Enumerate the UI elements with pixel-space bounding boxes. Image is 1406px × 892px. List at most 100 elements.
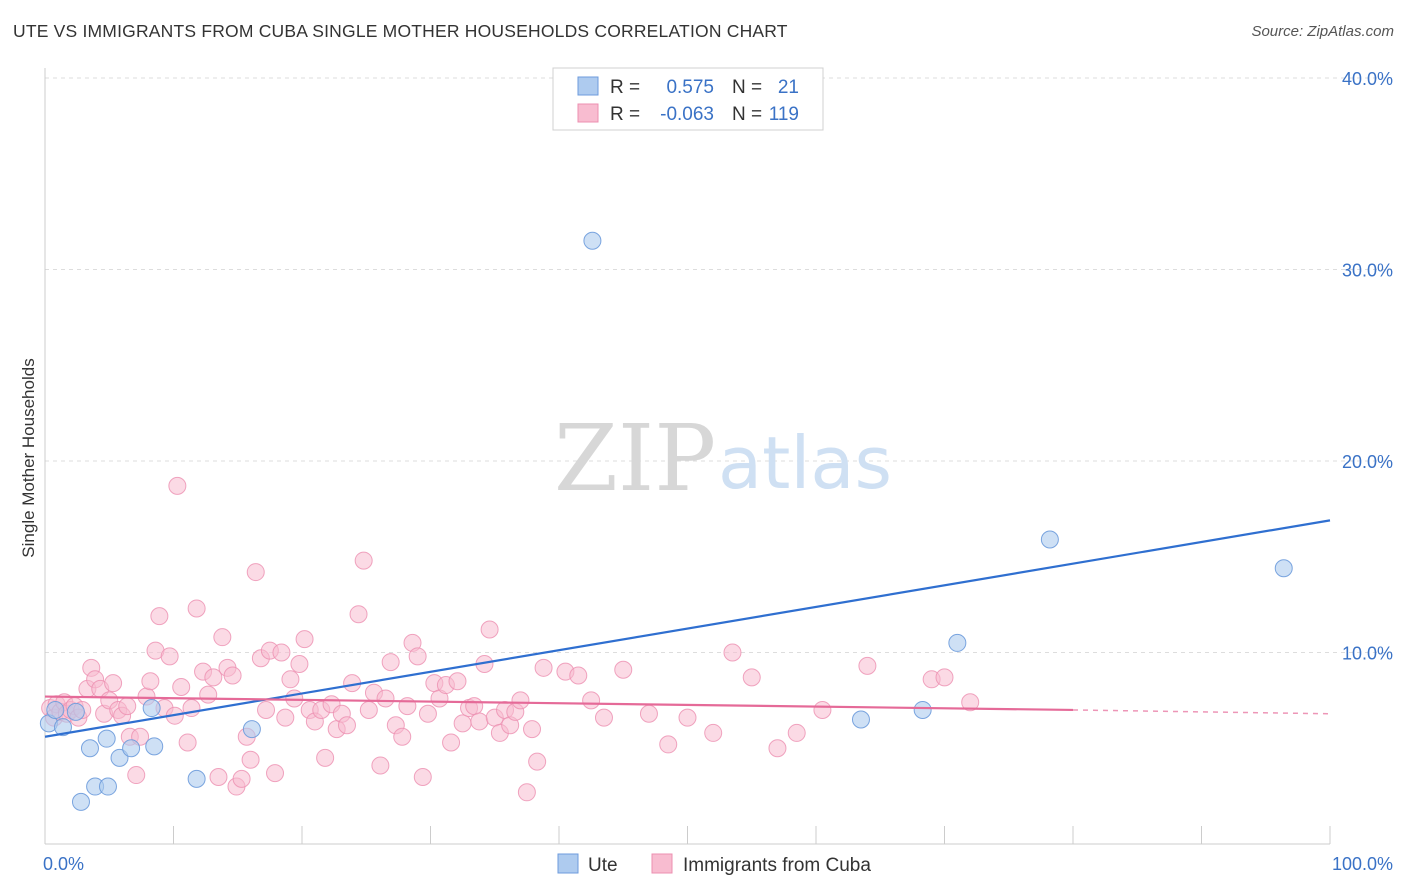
cuba-point: [354, 551, 373, 570]
ute-point: [98, 777, 117, 796]
cuba-point: [257, 700, 276, 719]
ute-point: [187, 769, 206, 788]
cuba-point: [266, 764, 285, 783]
cuba-point: [534, 658, 553, 677]
cuba-point: [204, 668, 223, 687]
cuba-point: [408, 647, 427, 666]
ute-point: [71, 792, 90, 811]
cuba-point: [246, 563, 265, 582]
axes: 10.0% 20.0% 30.0% 40.0% 0.0% 100.0%: [43, 68, 1393, 874]
cuba-point: [150, 607, 169, 626]
y-axis-label: Single Mother Households: [19, 358, 38, 557]
cuba-point: [523, 720, 542, 739]
ute-point: [110, 748, 129, 767]
cuba-point: [359, 700, 378, 719]
cuba-n-value: 119: [769, 104, 799, 125]
cuba-point: [723, 643, 742, 662]
watermark-atlas: atlas: [718, 421, 892, 505]
legend-ute-swatch: [557, 853, 579, 874]
ute-point: [80, 739, 99, 758]
cuba-point: [418, 704, 437, 723]
ute-trend-line: [44, 519, 1331, 738]
cuba-point: [241, 750, 260, 769]
cuba-point: [858, 656, 877, 675]
watermark-zip: ZIP: [554, 405, 716, 512]
ute-n-value: 21: [778, 77, 799, 98]
x-tick-label: 0.0%: [43, 854, 84, 874]
cuba-point: [639, 704, 658, 723]
cuba-r-value: -0.063: [660, 104, 714, 125]
cuba-point: [371, 756, 390, 775]
ute-point: [583, 231, 602, 250]
cuba-point: [517, 783, 536, 802]
x-tick-label: 100.0%: [1332, 854, 1393, 874]
stats-box: R = 0.575 N = 21 R = -0.063 N = 119: [552, 67, 824, 131]
cuba-point: [285, 689, 304, 708]
cuba-series: [41, 476, 980, 802]
cuba-point: [480, 620, 499, 639]
ute-n-label: N =: [732, 77, 762, 98]
cuba-point: [470, 712, 489, 731]
cuba-point: [232, 769, 251, 788]
cuba-point: [316, 748, 335, 767]
ute-series: [39, 231, 1293, 811]
cuba-point: [295, 630, 314, 649]
cuba-point: [290, 654, 309, 673]
legend: Ute Immigrants from Cuba: [557, 853, 871, 876]
y-tick-label: 20.0%: [1342, 452, 1393, 472]
ute-point: [46, 700, 65, 719]
cuba-point: [168, 476, 187, 495]
cuba-point: [199, 685, 218, 704]
legend-cuba-swatch: [651, 853, 673, 874]
cuba-point: [813, 700, 832, 719]
cuba-point: [376, 689, 395, 708]
cuba-point: [448, 672, 467, 691]
cuba-point: [393, 727, 412, 746]
legend-ute-label: Ute: [588, 855, 618, 876]
cuba-point: [276, 708, 295, 727]
y-tick-label: 40.0%: [1342, 69, 1393, 89]
cuba-point: [442, 733, 461, 752]
cuba-n-label: N =: [732, 104, 762, 125]
cuba-point: [187, 599, 206, 618]
cuba-point: [935, 668, 954, 687]
cuba-point: [768, 739, 787, 758]
ute-r-value: 0.575: [666, 77, 714, 98]
cuba-point: [569, 666, 588, 685]
cuba-point: [787, 723, 806, 742]
y-tick-label: 30.0%: [1342, 261, 1393, 281]
cuba-point: [141, 672, 160, 691]
grid-lines: [45, 77, 1392, 653]
ute-point: [1040, 530, 1059, 549]
cuba-point: [742, 668, 761, 687]
cuba-point: [337, 716, 356, 735]
trend-lines: [44, 519, 1331, 738]
cuba-point: [659, 735, 678, 754]
ute-r-label: R =: [610, 77, 640, 98]
ute-point: [242, 720, 261, 739]
cuba-point: [178, 733, 197, 752]
ute-point: [145, 737, 164, 756]
cuba-point: [614, 660, 633, 679]
cuba-point: [349, 605, 368, 624]
cuba-point: [272, 643, 291, 662]
legend-cuba-label: Immigrants from Cuba: [683, 855, 871, 876]
cuba-stat-swatch: [577, 103, 599, 123]
ute-stat-swatch: [577, 76, 599, 96]
cuba-point: [209, 767, 228, 786]
chart-title: UTE VS IMMIGRANTS FROM CUBA SINGLE MOTHE…: [13, 21, 788, 41]
cuba-point: [104, 674, 123, 693]
y-tick-label: 10.0%: [1342, 644, 1393, 664]
cuba-point: [381, 653, 400, 672]
ute-point: [851, 710, 870, 729]
ute-point: [913, 700, 932, 719]
cuba-point: [413, 767, 432, 786]
cuba-point: [678, 708, 697, 727]
cuba-point: [528, 752, 547, 771]
ute-point: [948, 633, 967, 652]
ute-point: [142, 699, 161, 718]
cuba-point: [961, 693, 980, 712]
cuba-point: [223, 666, 242, 685]
ute-point: [66, 702, 85, 721]
